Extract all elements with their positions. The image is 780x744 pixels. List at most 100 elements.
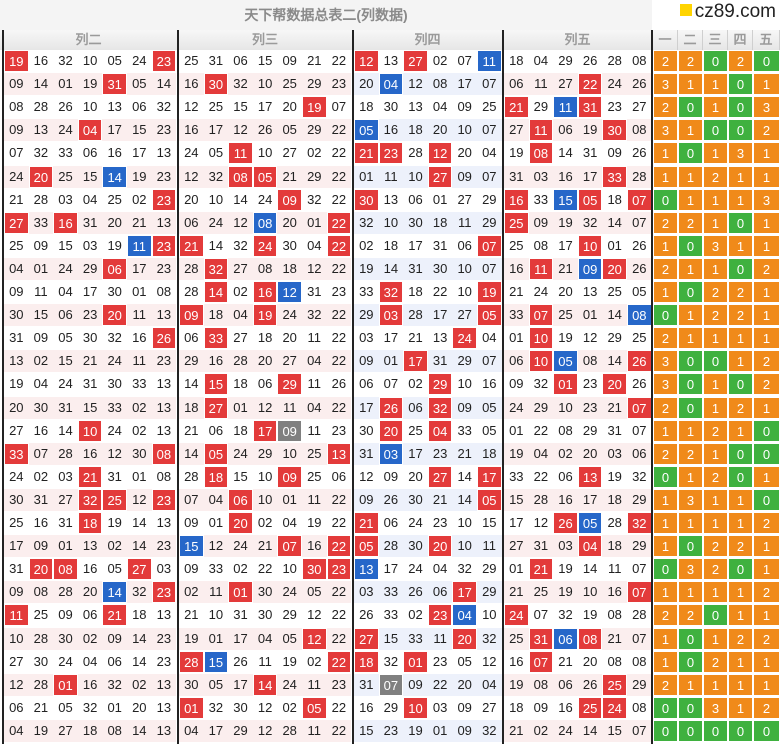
number-cell: 12 xyxy=(228,119,253,142)
number-cell: 13 xyxy=(383,53,399,68)
number-cell: 21 xyxy=(252,535,278,558)
number-cell: 24 xyxy=(504,604,529,627)
count-cell: 1 xyxy=(703,488,728,511)
number-cell: 14 xyxy=(378,257,404,280)
header-count-5[interactable]: 五 xyxy=(753,30,780,50)
count-cell: 1 xyxy=(753,535,780,558)
number-cell: 02 xyxy=(33,468,49,484)
table-row: 04 01 24 29 06 17 23 28 32 27 08 18 12 22 19 14 31 30 10 07… xyxy=(0,257,780,280)
separator-line xyxy=(352,30,354,744)
number-cell: 07 xyxy=(477,73,502,96)
number-cell: 19 xyxy=(558,330,573,346)
number-cell: 23 xyxy=(151,234,177,257)
number-cell: 20 xyxy=(282,99,297,115)
number-cell: 29 xyxy=(627,488,652,511)
number-cell: 27 xyxy=(9,422,24,438)
number-cell: 12 xyxy=(533,515,549,530)
number-cell: 08 xyxy=(607,653,622,669)
count-cell: 0 xyxy=(753,488,780,511)
number-cell: 10 xyxy=(378,211,404,234)
number-cell: 16 xyxy=(302,535,327,558)
number-cell: 13 xyxy=(4,350,29,373)
number-cell: 07 xyxy=(533,607,549,623)
number-cell: 22 xyxy=(326,581,352,604)
number-cell: 28 xyxy=(179,650,204,673)
number-cell: 17 xyxy=(82,284,98,299)
count-cell: 0 xyxy=(653,719,678,742)
number-cell: 05 xyxy=(477,304,502,327)
number-cell: 21 xyxy=(184,422,199,438)
number-cell: 21 xyxy=(553,257,578,280)
count-cell: 1 xyxy=(678,304,703,327)
number-cell: 33 xyxy=(457,422,472,438)
count-cell: 0 xyxy=(678,234,703,257)
number-cell: 29 xyxy=(533,99,549,115)
number-cell: 25 xyxy=(408,422,423,438)
table-row: 20 30 31 15 33 02 13 18 27 01 12 11 04 22 17 26 06 32 09 05… xyxy=(0,396,780,419)
number-cell: 32 xyxy=(632,468,647,484)
number-cell: 12 xyxy=(307,607,322,623)
number-cell: 10 xyxy=(208,191,224,207)
number-cell: 09 xyxy=(354,350,379,373)
number-cell: 28 xyxy=(627,165,652,188)
count-cell: 3 xyxy=(678,488,703,511)
number-cell: 31 xyxy=(53,396,78,419)
number-cell: 18 xyxy=(203,465,229,488)
number-cell: 08 xyxy=(627,304,652,327)
number-cell: 20 xyxy=(408,468,423,484)
number-cell: 25 xyxy=(107,191,122,207)
number-cell: 03 xyxy=(553,535,578,558)
header-col3[interactable]: 列三 xyxy=(178,30,353,50)
number-cell: 10 xyxy=(257,145,273,161)
table-row: 27 33 16 31 20 21 13 06 24 12 08 20 01 22 32 10 30 18 11 29… xyxy=(0,211,780,234)
header-count-4[interactable]: 四 xyxy=(728,30,753,50)
count-cell: 1 xyxy=(678,327,703,350)
number-cell: 29 xyxy=(354,304,379,327)
number-cell: 01 xyxy=(403,650,428,673)
count-cell: 1 xyxy=(703,96,728,119)
header-count-3[interactable]: 三 xyxy=(703,30,728,50)
header-col5[interactable]: 列五 xyxy=(503,30,653,50)
header-count-2[interactable]: 二 xyxy=(678,30,703,50)
number-cell: 22 xyxy=(326,650,352,673)
count-cell: 1 xyxy=(653,488,678,511)
number-cell: 33 xyxy=(504,304,529,327)
number-cell: 04 xyxy=(477,673,502,696)
number-cell: 18 xyxy=(509,699,524,715)
count-cell: 1 xyxy=(653,535,678,558)
count-cell: 2 xyxy=(703,304,728,327)
number-cell: 26 xyxy=(233,653,248,669)
number-cell: 11 xyxy=(127,304,152,327)
number-cell: 27 xyxy=(427,465,453,488)
number-cell: 08 xyxy=(577,350,603,373)
count-cell: 1 xyxy=(653,512,678,534)
count-cell: 0 xyxy=(728,719,753,742)
number-cell: 30 xyxy=(82,330,98,346)
header-count-1[interactable]: 一 xyxy=(653,30,678,50)
site-logo[interactable]: cz89.com xyxy=(670,0,780,24)
number-cell: 33 xyxy=(102,396,127,419)
number-cell: 05 xyxy=(107,561,122,577)
number-cell: 32 xyxy=(58,53,73,68)
number-cell: 13 xyxy=(326,442,352,465)
number-cell: 05 xyxy=(58,330,73,346)
count-cell: 2 xyxy=(753,627,780,650)
number-cell: 28 xyxy=(408,145,423,161)
number-cell: 05 xyxy=(632,284,647,299)
number-cell: 32 xyxy=(302,304,327,327)
count-cell: 1 xyxy=(703,142,728,165)
number-cell: 11 xyxy=(258,653,272,669)
header-col2[interactable]: 列二 xyxy=(0,30,178,50)
count-cell: 2 xyxy=(753,696,780,719)
number-cell: 09 xyxy=(577,257,603,280)
number-cell: 18 xyxy=(383,237,399,253)
count-cell: 1 xyxy=(703,188,728,211)
number-cell: 17 xyxy=(228,627,253,650)
number-cell: 26 xyxy=(632,376,647,392)
number-cell: 06 xyxy=(558,468,573,484)
header-col4[interactable]: 列四 xyxy=(353,30,503,50)
count-cell: 0 xyxy=(753,419,780,442)
number-cell: 05 xyxy=(127,73,152,96)
number-cell: 30 xyxy=(53,627,78,650)
number-cell: 20 xyxy=(427,535,453,558)
